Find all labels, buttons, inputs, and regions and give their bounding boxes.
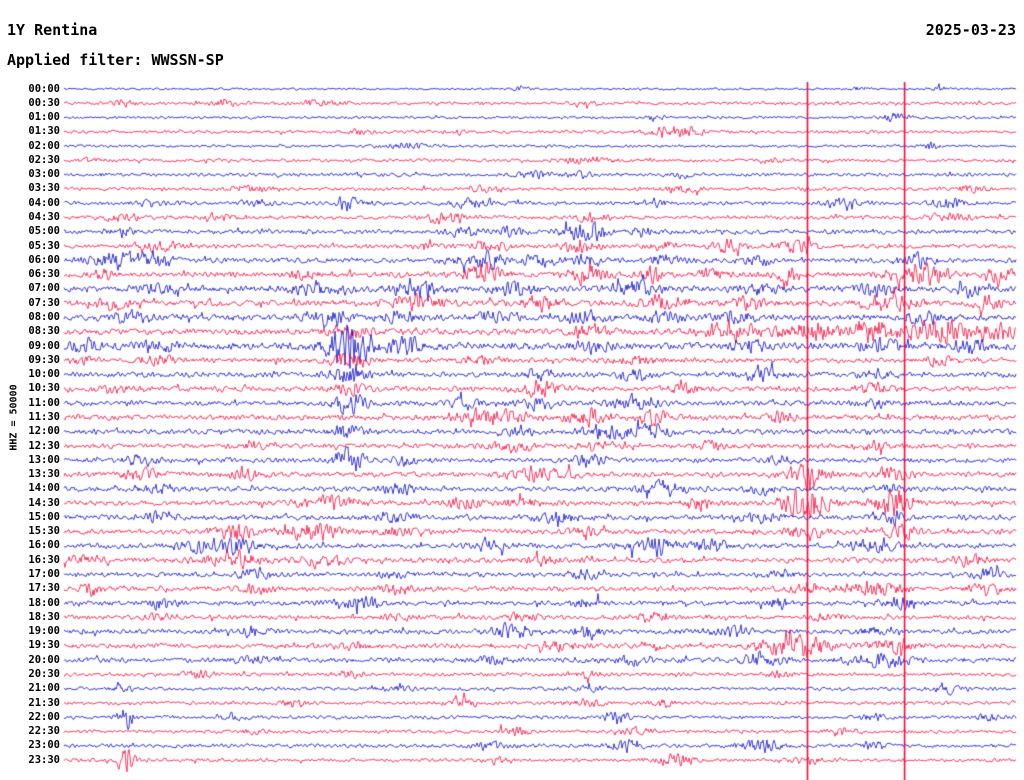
time-label: 19:00	[28, 625, 60, 638]
time-label: 03:00	[28, 168, 60, 181]
time-label: 06:00	[28, 253, 60, 266]
time-label: 14:30	[28, 496, 60, 509]
time-label: 22:30	[28, 725, 60, 738]
date-label: 2025-03-23	[925, 21, 1016, 39]
time-label: 04:30	[28, 211, 60, 224]
time-label: 20:00	[28, 653, 60, 666]
time-label: 21:00	[28, 682, 60, 695]
time-label: 08:00	[28, 310, 60, 323]
time-label: 14:00	[28, 482, 60, 495]
time-label: 22:00	[28, 710, 60, 723]
time-label: 11:00	[28, 396, 60, 409]
time-label: 17:30	[28, 582, 60, 595]
time-label: 10:00	[28, 368, 60, 381]
time-label: 09:00	[28, 339, 60, 352]
time-label: 05:30	[28, 239, 60, 252]
time-label: 00:00	[28, 82, 60, 95]
time-label: 03:30	[28, 182, 60, 195]
time-label: 23:30	[28, 753, 60, 766]
time-label: 01:00	[28, 111, 60, 124]
time-label: 02:00	[28, 139, 60, 152]
time-label: 15:30	[28, 525, 60, 538]
time-label: 01:30	[28, 125, 60, 138]
time-label: 04:00	[28, 196, 60, 209]
time-label: 13:30	[28, 468, 60, 481]
time-label: 23:00	[28, 739, 60, 752]
time-label: 06:30	[28, 268, 60, 281]
time-label: 07:00	[28, 282, 60, 295]
time-label: 00:30	[28, 96, 60, 109]
time-label: 17:00	[28, 568, 60, 581]
time-label: 18:00	[28, 596, 60, 609]
time-label: 12:30	[28, 439, 60, 452]
time-label: 16:00	[28, 539, 60, 552]
time-label: 15:00	[28, 510, 60, 523]
time-label: 16:30	[28, 553, 60, 566]
time-label: 05:00	[28, 225, 60, 238]
time-label: 11:30	[28, 410, 60, 423]
time-label: 21:30	[28, 696, 60, 709]
time-label: 19:30	[28, 639, 60, 652]
time-label: 20:30	[28, 667, 60, 680]
time-label: 13:00	[28, 453, 60, 466]
station-title: 1Y Rentina	[7, 21, 98, 39]
time-label: 12:00	[28, 425, 60, 438]
time-label: 08:30	[28, 325, 60, 338]
applied-filter-label: Applied filter: WWSSN-SP	[7, 51, 224, 69]
time-label: 07:30	[28, 296, 60, 309]
time-label: 09:30	[28, 353, 60, 366]
time-label: 02:30	[28, 153, 60, 166]
time-label: 10:30	[28, 382, 60, 395]
time-label: 18:30	[28, 610, 60, 623]
